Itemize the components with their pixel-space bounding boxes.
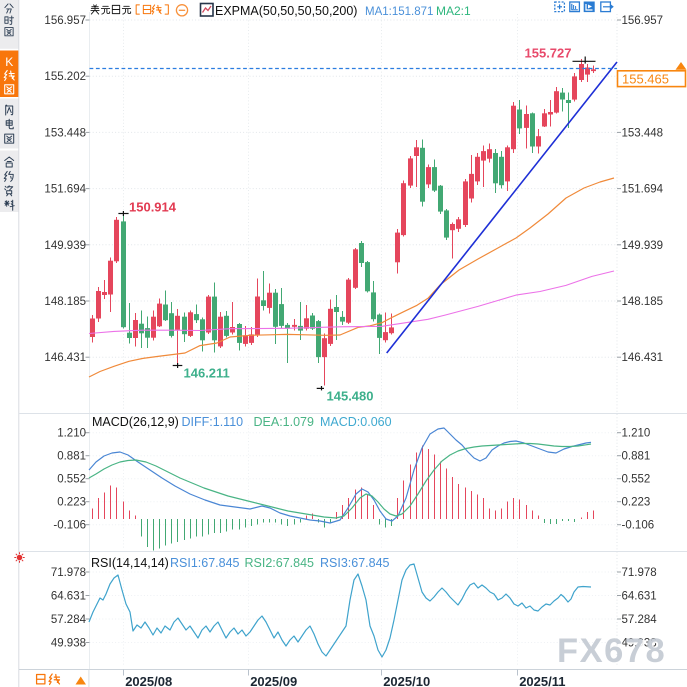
svg-text:2025/11: 2025/11 xyxy=(519,674,565,687)
svg-text:EXPMA(50,50,50,50,200): EXPMA(50,50,50,50,200) xyxy=(215,4,357,18)
svg-text:1.210: 1.210 xyxy=(622,428,651,440)
svg-text:151.694: 151.694 xyxy=(622,184,664,196)
svg-text:0.552: 0.552 xyxy=(622,474,651,486)
svg-text:156.957: 156.957 xyxy=(622,15,664,27)
svg-text:155.727: 155.727 xyxy=(525,46,572,61)
svg-text:2025/08: 2025/08 xyxy=(125,674,172,687)
svg-text:2025/10: 2025/10 xyxy=(383,674,430,687)
svg-text:71.978: 71.978 xyxy=(51,567,86,579)
svg-text:149.939: 149.939 xyxy=(44,240,86,252)
svg-text:MA1:151.871: MA1:151.871 xyxy=(365,6,433,18)
svg-text:71.978: 71.978 xyxy=(622,567,657,579)
svg-text:57.284: 57.284 xyxy=(51,614,87,626)
svg-text:149.939: 149.939 xyxy=(622,240,664,252)
svg-text:49.938: 49.938 xyxy=(51,638,86,650)
svg-text:-0.106: -0.106 xyxy=(622,520,655,532)
svg-text:RSI2:67.845: RSI2:67.845 xyxy=(245,556,315,570)
svg-text:64.631: 64.631 xyxy=(51,591,86,603)
svg-text:146.431: 146.431 xyxy=(622,352,664,364)
svg-text:MACD(26,12,9): MACD(26,12,9) xyxy=(92,415,179,429)
svg-text:MA2:1: MA2:1 xyxy=(436,4,471,18)
svg-text:0.552: 0.552 xyxy=(57,474,86,486)
svg-text:151.694: 151.694 xyxy=(44,184,86,196)
svg-text:FX678: FX678 xyxy=(559,634,668,672)
svg-text:RSI1:67.845: RSI1:67.845 xyxy=(170,556,240,570)
svg-text:1.210: 1.210 xyxy=(57,428,86,440)
svg-text:RSI(14,14,14): RSI(14,14,14) xyxy=(91,556,169,570)
svg-text:RSI3:67.845: RSI3:67.845 xyxy=(320,556,390,570)
svg-text:K: K xyxy=(5,55,13,69)
svg-text:0.881: 0.881 xyxy=(622,451,651,463)
svg-text:145.480: 145.480 xyxy=(327,389,374,404)
svg-text:57.284: 57.284 xyxy=(622,614,658,626)
svg-text:49.938: 49.938 xyxy=(622,638,657,650)
svg-text:155.202: 155.202 xyxy=(44,71,86,83)
svg-text:2025/09: 2025/09 xyxy=(250,674,297,687)
svg-text:0.881: 0.881 xyxy=(57,451,86,463)
svg-text:148.185: 148.185 xyxy=(622,296,664,308)
svg-text:146.211: 146.211 xyxy=(184,366,230,381)
svg-text:148.185: 148.185 xyxy=(44,296,86,308)
svg-text:0.223: 0.223 xyxy=(622,497,651,509)
svg-text:DIFF:1.110: DIFF:1.110 xyxy=(182,415,244,429)
svg-text:150.914: 150.914 xyxy=(129,200,177,215)
svg-text:DEA:1.079: DEA:1.079 xyxy=(254,415,315,429)
svg-text:156.957: 156.957 xyxy=(44,15,86,27)
svg-text:155.465: 155.465 xyxy=(622,71,669,86)
svg-text:146.431: 146.431 xyxy=(44,352,86,364)
svg-text:MACD:0.060: MACD:0.060 xyxy=(320,415,392,429)
svg-text:153.448: 153.448 xyxy=(44,127,86,139)
svg-text:0.223: 0.223 xyxy=(57,497,86,509)
svg-text:153.448: 153.448 xyxy=(622,127,664,139)
svg-text:-0.106: -0.106 xyxy=(53,520,86,532)
svg-text:FX678: FX678 xyxy=(557,632,666,670)
svg-text:64.631: 64.631 xyxy=(622,591,657,603)
